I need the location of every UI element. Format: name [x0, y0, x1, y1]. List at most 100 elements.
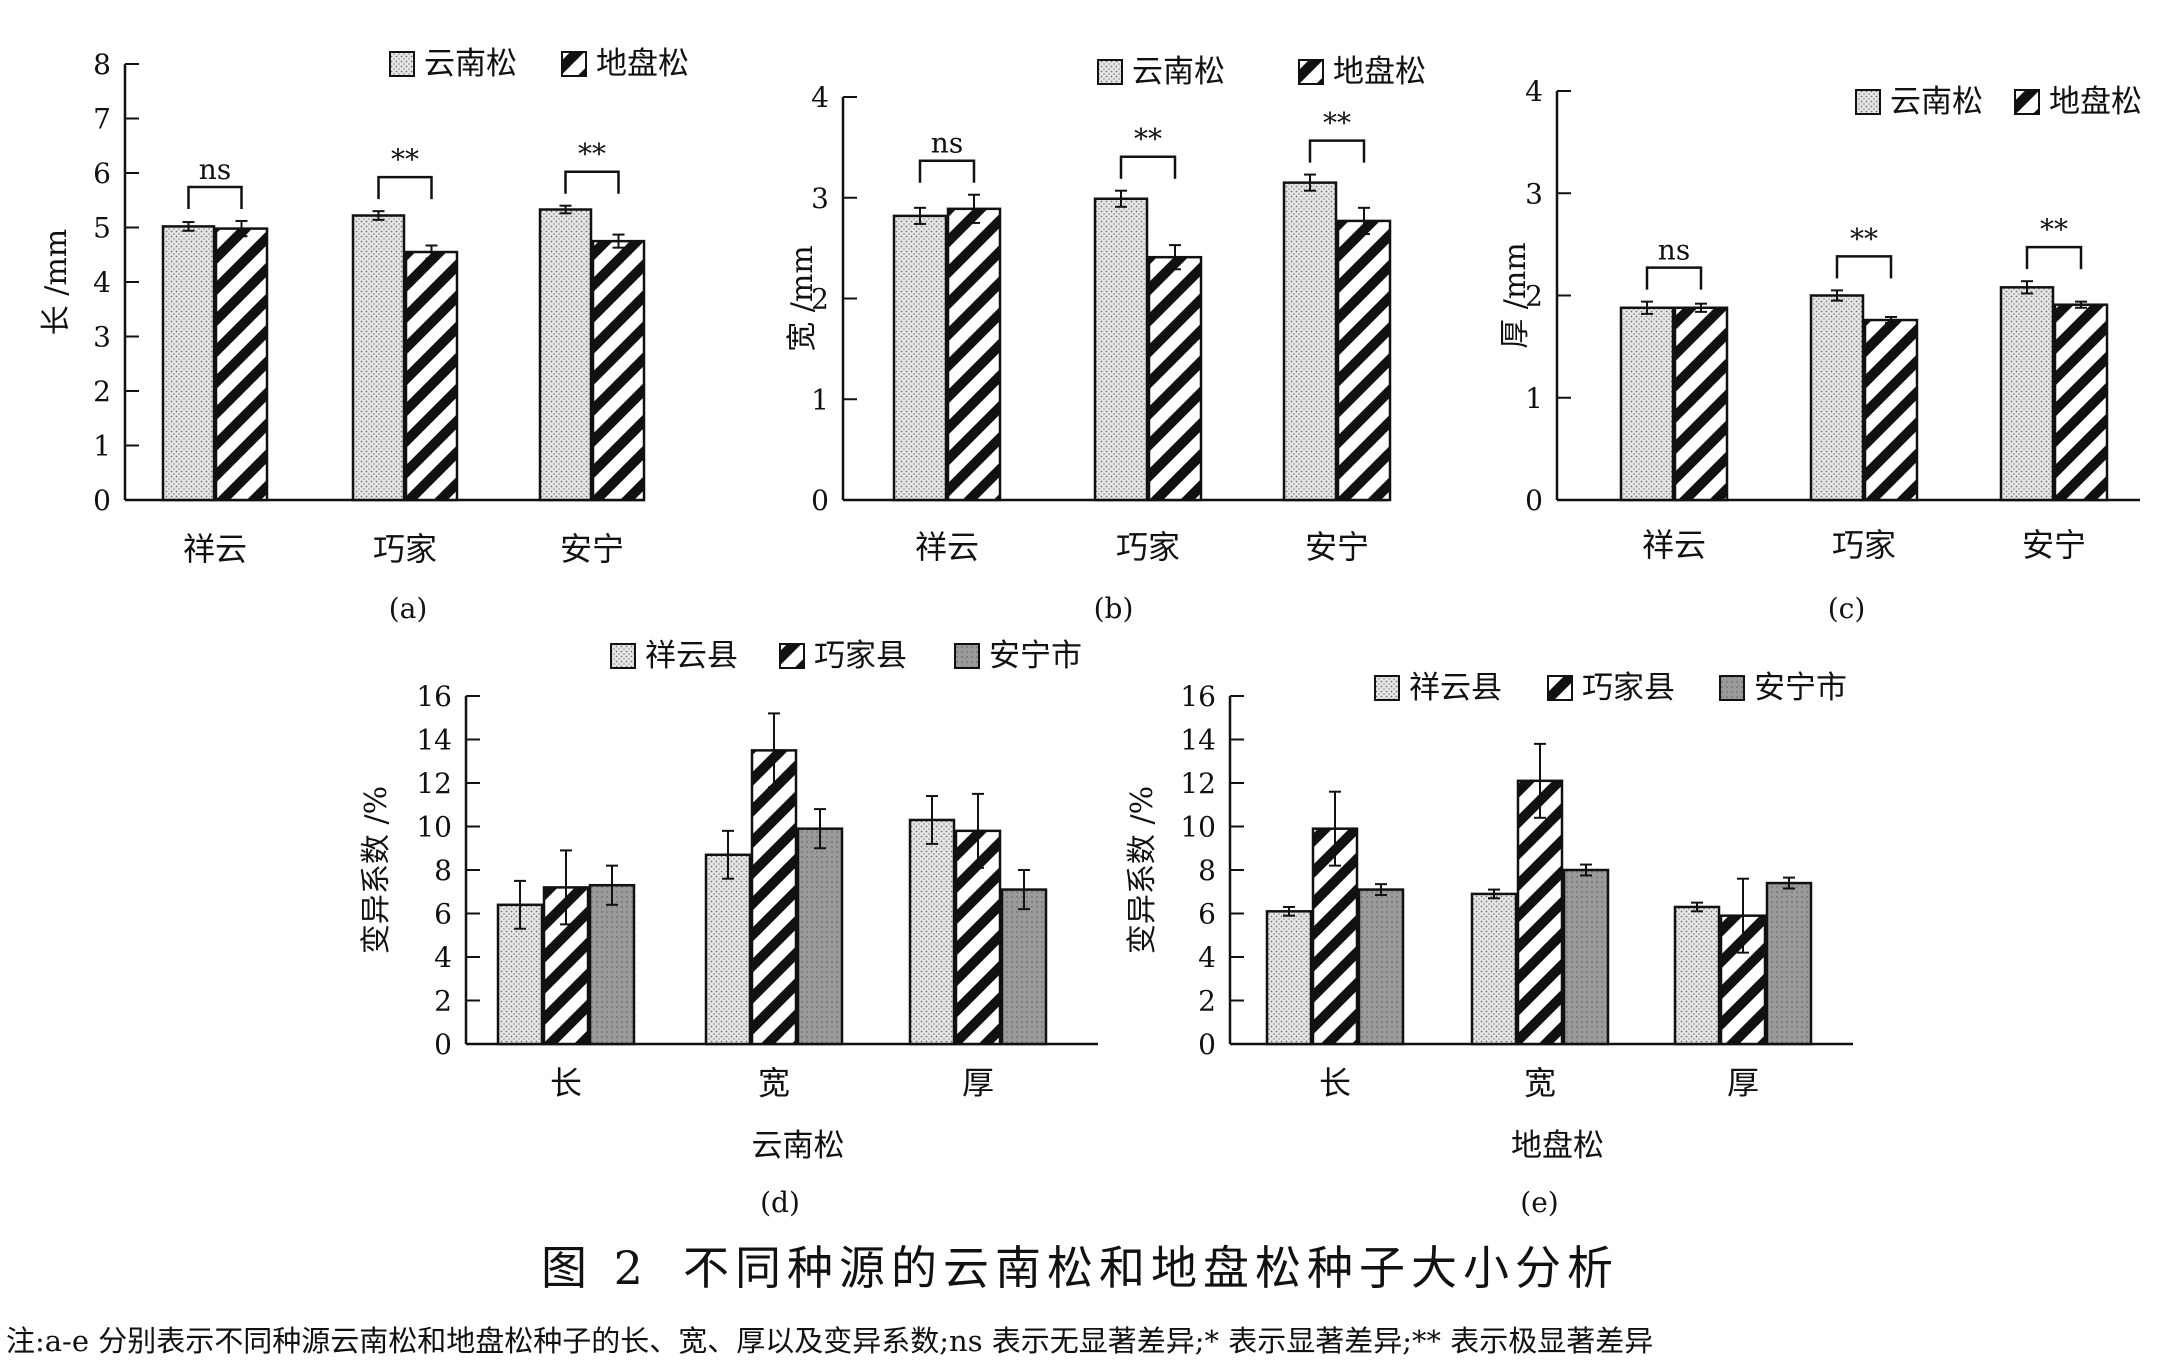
- legend-label: 安宁市: [1754, 670, 1847, 706]
- y-tick-label: 6: [93, 157, 111, 190]
- bar: [1147, 255, 1203, 502]
- y-tick-label: 16: [1180, 680, 1216, 713]
- panel-label: (b): [1094, 592, 1134, 625]
- x-tick-label: 祥云: [1642, 526, 1706, 564]
- significance-label: **: [391, 143, 419, 176]
- y-tick-label: 4: [434, 941, 452, 974]
- y-tick-label: 4: [1525, 75, 1543, 108]
- legend-label: 巧家县: [1582, 670, 1675, 706]
- chart-panel-c: 0 1 2 3 4 厚 /mm 祥云 ns 巧家 ** 安宁 ** 云南松 地盘松 (c): [1498, 75, 2142, 625]
- x-tick-label: 厚: [1727, 1064, 1759, 1102]
- significance-label: **: [1850, 222, 1878, 255]
- legend-label: 云南松: [424, 46, 517, 82]
- bar: [538, 208, 593, 502]
- bar: [1673, 905, 1721, 1046]
- legend-label: 安宁市: [989, 638, 1082, 674]
- bar: [1265, 910, 1313, 1046]
- y-tick-label: 6: [1198, 898, 1216, 931]
- y-tick-label: 2: [1198, 985, 1216, 1018]
- y-axis-label: 长 /mm: [39, 229, 74, 336]
- legend-label: 地盘松: [1333, 54, 1426, 90]
- bar: [1516, 779, 1564, 1046]
- bar: [1863, 318, 1919, 502]
- bar: [796, 827, 844, 1046]
- legend-label: 云南松: [1890, 84, 1983, 120]
- bar: [1809, 294, 1865, 502]
- y-axis-label: 变异系数 /%: [359, 786, 394, 954]
- legend-label: 云南松: [1132, 54, 1225, 90]
- y-tick-label: 0: [1525, 484, 1543, 517]
- y-tick-label: 0: [1198, 1028, 1216, 1061]
- bar: [946, 207, 1002, 502]
- y-tick-label: 2: [434, 985, 452, 1018]
- legend-swatch: [389, 51, 415, 77]
- significance-bracket: [564, 170, 620, 194]
- bar: [1357, 888, 1405, 1046]
- panel-label: (c): [1828, 592, 1866, 625]
- bar: [750, 749, 798, 1046]
- bar: [1282, 181, 1338, 502]
- legend-swatch: [1719, 675, 1745, 701]
- y-tick-label: 3: [811, 182, 829, 215]
- bar: [704, 853, 752, 1046]
- y-tick-label: 1: [811, 383, 829, 416]
- significance-label: **: [2040, 213, 2068, 246]
- panel-label: (a): [389, 592, 428, 625]
- panel-label: (d): [760, 1186, 800, 1219]
- legend-swatch: [2014, 89, 2040, 115]
- significance-bracket: [187, 185, 243, 209]
- x-tick-label: 安宁: [2022, 526, 2086, 564]
- bar: [1765, 881, 1813, 1046]
- y-tick-label: 2: [93, 375, 111, 408]
- y-axis-label: 厚 /mm: [1498, 242, 1533, 349]
- y-tick-label: 2: [1525, 280, 1543, 313]
- y-tick-label: 2: [811, 283, 829, 316]
- y-tick-label: 10: [1180, 811, 1216, 844]
- bar: [908, 818, 956, 1046]
- x-tick-label: 厚: [962, 1064, 994, 1102]
- bar: [351, 214, 406, 502]
- x-tick-label: 安宁: [560, 530, 624, 568]
- y-tick-label: 14: [1180, 724, 1216, 757]
- y-tick-label: 16: [416, 680, 452, 713]
- y-tick-label: 6: [434, 898, 452, 931]
- bar: [161, 225, 216, 502]
- x-tick-label: 巧家: [373, 530, 437, 568]
- y-tick-label: 12: [1180, 767, 1216, 800]
- legend-swatch: [610, 643, 636, 669]
- y-tick-label: 8: [93, 48, 111, 81]
- legend-swatch: [1097, 59, 1123, 85]
- y-tick-label: 8: [1198, 854, 1216, 887]
- figure-number: 图 2: [541, 1241, 649, 1295]
- y-tick-label: 4: [811, 81, 829, 114]
- significance-bracket: [377, 175, 433, 200]
- legend-swatch: [1547, 675, 1573, 701]
- y-tick-label: 7: [93, 103, 111, 136]
- significance-label: ns: [931, 127, 963, 160]
- bar: [1619, 306, 1675, 502]
- bar: [214, 227, 269, 502]
- legend-swatch: [1855, 89, 1881, 115]
- legend-label: 地盘松: [596, 46, 689, 82]
- bar: [1999, 286, 2055, 502]
- chart-panel-a: 0 1 2 3 4 5 6 7 8 长 /mm 祥云 ns 巧家 ** 安宁 ** 云南松 地盘松 (a): [39, 46, 689, 625]
- x-tick-label: 巧家: [1116, 528, 1180, 566]
- y-tick-label: 4: [93, 266, 111, 299]
- y-tick-label: 1: [1525, 382, 1543, 415]
- x-tick-label: 长: [1319, 1064, 1351, 1102]
- y-tick-label: 5: [93, 212, 111, 245]
- bar: [1000, 888, 1048, 1046]
- legend-swatch: [1374, 675, 1400, 701]
- bar: [2053, 303, 2109, 502]
- legend-label: 祥云县: [1409, 670, 1502, 706]
- x-axis-label: 云南松: [752, 1128, 845, 1164]
- significance-label: ns: [1658, 234, 1690, 267]
- bar: [1673, 306, 1729, 502]
- chart-panel-b: 0 1 2 3 4 宽 /mm 祥云 ns 巧家 ** 安宁 ** 云南松 地盘松 (b): [785, 54, 1426, 625]
- y-tick-label: 4: [1198, 941, 1216, 974]
- panel-label: (e): [1520, 1186, 1558, 1219]
- x-tick-label: 安宁: [1305, 528, 1369, 566]
- x-tick-label: 巧家: [1832, 526, 1896, 564]
- y-tick-label: 10: [416, 811, 452, 844]
- y-tick-label: 0: [93, 484, 111, 517]
